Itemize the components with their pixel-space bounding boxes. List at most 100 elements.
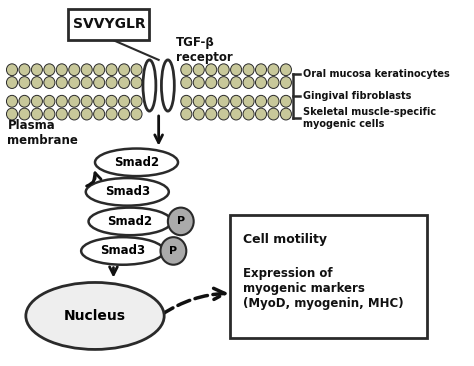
Circle shape	[19, 76, 30, 89]
Circle shape	[230, 108, 242, 120]
Circle shape	[7, 64, 18, 76]
Circle shape	[281, 64, 292, 76]
Text: Skeletal muscle-specific
myogenic cells: Skeletal muscle-specific myogenic cells	[302, 107, 436, 129]
Circle shape	[131, 96, 142, 107]
Circle shape	[106, 64, 117, 76]
Text: Smad2: Smad2	[114, 156, 159, 169]
Circle shape	[69, 108, 80, 120]
Circle shape	[243, 76, 254, 89]
Circle shape	[56, 64, 67, 76]
Circle shape	[106, 96, 117, 107]
Ellipse shape	[143, 60, 156, 111]
Circle shape	[218, 76, 229, 89]
Circle shape	[118, 64, 129, 76]
Circle shape	[7, 96, 18, 107]
FancyArrowPatch shape	[87, 173, 101, 186]
Circle shape	[268, 96, 279, 107]
Circle shape	[255, 96, 266, 107]
Circle shape	[268, 76, 279, 89]
Circle shape	[106, 108, 117, 120]
Circle shape	[281, 96, 292, 107]
Circle shape	[44, 96, 55, 107]
Circle shape	[56, 96, 67, 107]
Ellipse shape	[95, 149, 178, 176]
FancyBboxPatch shape	[68, 9, 149, 40]
Text: SVVYGLR: SVVYGLR	[73, 18, 145, 31]
Circle shape	[81, 76, 92, 89]
Circle shape	[168, 208, 194, 235]
Circle shape	[181, 96, 192, 107]
Circle shape	[218, 96, 229, 107]
Circle shape	[206, 96, 217, 107]
Circle shape	[206, 76, 217, 89]
Circle shape	[44, 108, 55, 120]
Circle shape	[181, 76, 192, 89]
Circle shape	[181, 64, 192, 76]
Ellipse shape	[26, 283, 164, 350]
Circle shape	[69, 76, 80, 89]
Circle shape	[230, 64, 242, 76]
Circle shape	[218, 64, 229, 76]
Circle shape	[193, 76, 204, 89]
Circle shape	[118, 96, 129, 107]
Circle shape	[81, 96, 92, 107]
Circle shape	[281, 108, 292, 120]
Text: P: P	[177, 216, 185, 227]
Circle shape	[281, 76, 292, 89]
Circle shape	[31, 108, 43, 120]
Text: Smad2: Smad2	[108, 215, 153, 228]
Text: TGF-β
receptor: TGF-β receptor	[176, 36, 233, 64]
Circle shape	[44, 76, 55, 89]
Ellipse shape	[162, 60, 174, 111]
Circle shape	[131, 108, 142, 120]
Circle shape	[193, 64, 204, 76]
Circle shape	[230, 96, 242, 107]
Circle shape	[69, 64, 80, 76]
Circle shape	[255, 64, 266, 76]
Text: P: P	[169, 246, 177, 256]
Circle shape	[94, 76, 105, 89]
Circle shape	[69, 96, 80, 107]
Text: Plasma
membrane: Plasma membrane	[8, 119, 78, 147]
Circle shape	[81, 108, 92, 120]
Circle shape	[94, 96, 105, 107]
Circle shape	[230, 76, 242, 89]
Text: Nucleus: Nucleus	[64, 309, 126, 323]
Circle shape	[206, 64, 217, 76]
Circle shape	[81, 64, 92, 76]
Circle shape	[243, 64, 254, 76]
Circle shape	[255, 108, 266, 120]
Circle shape	[94, 108, 105, 120]
Circle shape	[7, 76, 18, 89]
Circle shape	[255, 76, 266, 89]
Circle shape	[7, 108, 18, 120]
FancyBboxPatch shape	[230, 216, 427, 337]
Circle shape	[131, 64, 142, 76]
Circle shape	[206, 108, 217, 120]
Text: Cell motility: Cell motility	[243, 233, 327, 246]
Circle shape	[161, 237, 186, 265]
Circle shape	[131, 76, 142, 89]
Circle shape	[31, 96, 43, 107]
Ellipse shape	[81, 237, 164, 265]
Circle shape	[31, 64, 43, 76]
Circle shape	[44, 64, 55, 76]
Circle shape	[193, 96, 204, 107]
Circle shape	[19, 64, 30, 76]
Ellipse shape	[89, 208, 172, 235]
Circle shape	[193, 108, 204, 120]
Text: Smad3: Smad3	[100, 244, 145, 257]
Circle shape	[118, 108, 129, 120]
Circle shape	[243, 96, 254, 107]
Text: Gingival fibroblasts: Gingival fibroblasts	[302, 91, 411, 101]
Text: Smad3: Smad3	[105, 185, 150, 198]
Circle shape	[268, 64, 279, 76]
Circle shape	[268, 108, 279, 120]
Text: Expression of
myogenic markers
(MyoD, myogenin, MHC): Expression of myogenic markers (MyoD, my…	[243, 267, 403, 310]
Circle shape	[181, 108, 192, 120]
Circle shape	[243, 108, 254, 120]
Circle shape	[31, 76, 43, 89]
Text: Oral mucosa keratinocytes: Oral mucosa keratinocytes	[302, 69, 449, 79]
Circle shape	[56, 108, 67, 120]
Circle shape	[19, 96, 30, 107]
